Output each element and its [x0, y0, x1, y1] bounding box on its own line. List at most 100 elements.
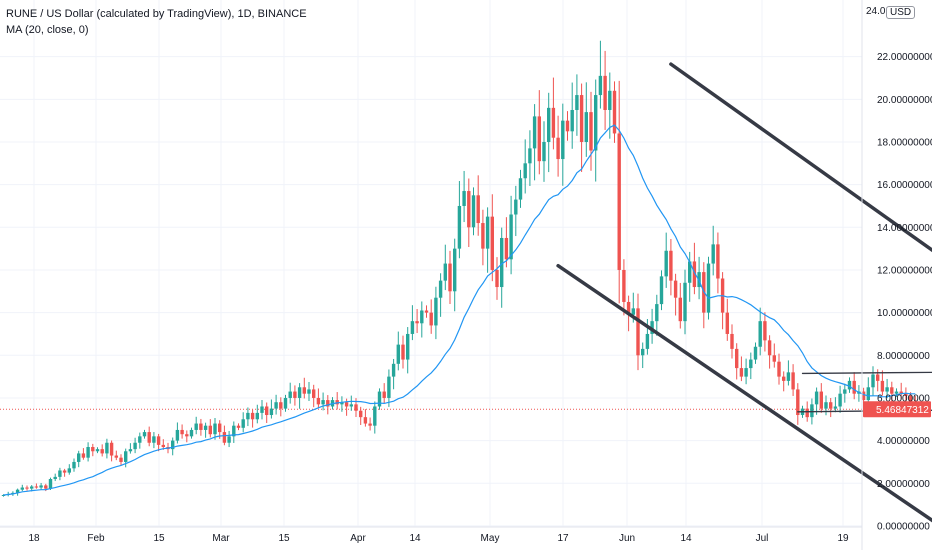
indicator-label[interactable]: MA (20, close, 0) [6, 24, 89, 36]
candle [782, 371, 786, 392]
candle-body [53, 476, 57, 480]
candle-body [109, 442, 114, 456]
candle [53, 473, 57, 482]
candle [114, 450, 118, 461]
candle-body [30, 486, 34, 489]
candle [410, 305, 415, 341]
candle [655, 294, 659, 336]
candle-body [500, 237, 504, 288]
candle-body [1, 495, 6, 497]
channel-trendline[interactable] [669, 62, 932, 322]
candle-body [767, 340, 772, 356]
candle-body [307, 389, 311, 394]
candle-body [636, 308, 640, 356]
candle-body [523, 163, 527, 179]
candle-body [528, 148, 532, 164]
range-trendline[interactable] [801, 371, 932, 375]
candle [753, 342, 758, 364]
x-tick-label: Jul [756, 533, 769, 544]
candle-body [199, 423, 203, 430]
candle-body [876, 374, 880, 381]
candle [260, 400, 264, 420]
y-tick-label: 0.00000000 [877, 521, 930, 532]
candle [391, 358, 396, 390]
candle-body [471, 195, 476, 228]
candle [664, 232, 668, 288]
time-axis[interactable]: 18 Feb 15 Mar 15 Apr 14 May 17 Jun 14 Jul 19 [0, 526, 862, 544]
candle-body [833, 406, 838, 409]
candle-body [899, 391, 903, 394]
candle-body [260, 406, 264, 413]
candle-body [175, 429, 180, 441]
x-tick-label: 18 [28, 533, 40, 544]
candle-body [810, 404, 814, 418]
candle-body [180, 429, 184, 435]
candle-body [133, 442, 137, 450]
candle [133, 437, 137, 454]
candle [415, 309, 419, 334]
candle [297, 383, 302, 409]
candle [62, 468, 67, 477]
candle-body [669, 250, 673, 281]
candle [321, 392, 325, 411]
candle [532, 104, 537, 181]
candle-body [194, 423, 198, 430]
candle-body [77, 453, 81, 462]
candle-body [453, 248, 457, 292]
candle [758, 307, 762, 356]
candle-body [565, 120, 570, 132]
candle [246, 407, 250, 427]
candle-body [213, 423, 217, 435]
candle [749, 352, 753, 380]
candle [81, 448, 86, 460]
candle-body [617, 133, 621, 270]
candle [824, 395, 828, 416]
candle-body [81, 453, 86, 458]
candle-body [387, 376, 391, 398]
candle [175, 422, 180, 444]
candle-body [735, 348, 739, 369]
candle-body [91, 447, 95, 452]
candle-body [786, 372, 791, 381]
candle-body [255, 412, 259, 420]
currency-button[interactable]: USD [886, 6, 916, 19]
candle [763, 312, 767, 352]
candle-body [542, 141, 546, 162]
candle-body [373, 406, 377, 426]
price-axis[interactable]: 0.00000000 2.00000000 4.00000000 6.00000000… [861, 0, 932, 550]
candle [542, 121, 546, 182]
candle [650, 308, 654, 344]
candle-body [744, 368, 748, 377]
candle [236, 423, 241, 431]
candle [871, 366, 875, 396]
candle-body [796, 389, 800, 416]
candle [20, 484, 24, 492]
candle [786, 360, 791, 386]
x-tick-label: 17 [557, 533, 569, 544]
channel-trendline[interactable] [556, 263, 932, 528]
candle-body [561, 120, 565, 160]
x-tick-label: Mar [212, 533, 230, 544]
candle [457, 181, 462, 259]
candles-group [1, 40, 917, 497]
y-tick-label: 6.00000000 [877, 393, 930, 404]
candle-body [547, 107, 551, 142]
candle [673, 273, 678, 316]
x-tick-label: May [481, 533, 500, 544]
candle-body [537, 116, 541, 162]
candle-body [612, 90, 617, 134]
candle [720, 272, 725, 330]
candle-body [25, 487, 29, 489]
candle [796, 383, 800, 425]
candle-body [603, 75, 607, 110]
candle [401, 335, 405, 369]
candle-body [232, 425, 236, 437]
candle-body [739, 368, 744, 377]
candle-body [48, 479, 53, 489]
symbol-title[interactable]: RUNE / US Dollar (calculated by TradingV… [6, 8, 307, 20]
candle-body [673, 280, 678, 298]
candle [777, 353, 781, 385]
candle [420, 301, 424, 338]
candle [518, 169, 523, 208]
